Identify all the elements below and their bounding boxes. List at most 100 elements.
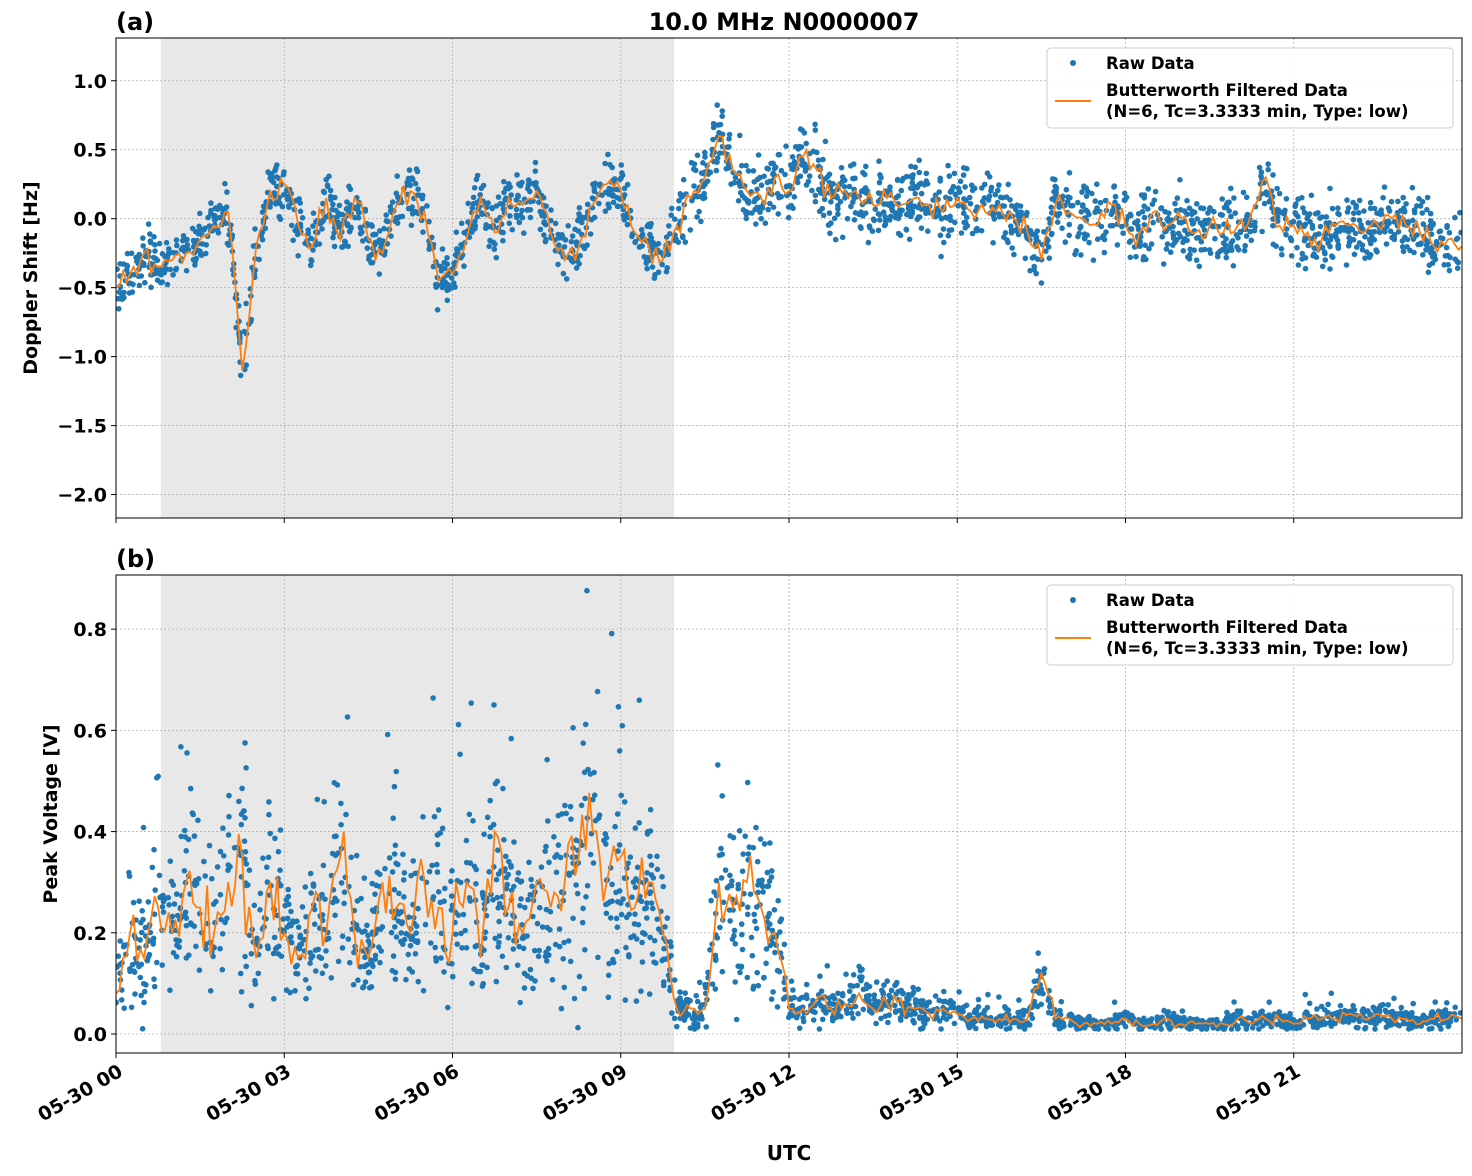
raw-data-point (816, 1026, 823, 1032)
raw-data-point (486, 243, 493, 250)
raw-data-point (755, 152, 762, 158)
raw-data-point (168, 878, 175, 885)
raw-data-point (335, 958, 342, 965)
raw-data-point (797, 126, 804, 132)
raw-data-point (509, 226, 515, 233)
raw-data-point (319, 891, 325, 898)
raw-data-point (331, 833, 338, 840)
raw-data-point (745, 200, 752, 206)
raw-data-point (967, 200, 974, 207)
raw-data-point (448, 907, 455, 913)
raw-data-point (438, 930, 445, 937)
raw-data-point (398, 938, 404, 945)
raw-data-point (1034, 228, 1041, 234)
raw-data-point (120, 295, 126, 302)
raw-data-point (1401, 209, 1408, 215)
x-tick-label: 05-30 09 (539, 1060, 631, 1126)
raw-data-point (561, 984, 568, 991)
raw-data-point (1085, 1015, 1091, 1021)
raw-data-point (223, 204, 230, 210)
raw-data-point (1312, 211, 1319, 217)
raw-data-point (158, 893, 164, 900)
raw-data-point (382, 865, 388, 872)
raw-data-point (159, 962, 165, 968)
raw-data-point (1345, 229, 1352, 235)
raw-data-point (950, 1000, 956, 1006)
raw-data-point (816, 1000, 822, 1006)
raw-data-point (902, 1000, 908, 1007)
raw-data-point (831, 995, 838, 1002)
panel-label: (a) (116, 8, 154, 36)
raw-data-point (283, 987, 290, 993)
raw-data-point (137, 937, 143, 943)
raw-data-point (628, 934, 634, 941)
raw-data-point (1352, 230, 1359, 237)
raw-data-point (319, 226, 325, 232)
raw-data-point (1319, 1021, 1325, 1028)
raw-data-point (991, 216, 998, 222)
raw-data-point (1325, 240, 1331, 246)
raw-data-point (1223, 254, 1230, 261)
raw-data-point (393, 190, 400, 197)
raw-data-point (1381, 184, 1388, 190)
raw-data-point (236, 798, 242, 805)
raw-data-point (892, 1002, 898, 1009)
raw-data-point (161, 269, 168, 276)
raw-data-point (331, 230, 337, 236)
raw-data-point (521, 985, 528, 991)
raw-data-point (909, 210, 915, 217)
raw-data-point (732, 979, 738, 985)
raw-data-point (248, 1002, 255, 1009)
raw-data-point (220, 825, 226, 831)
raw-data-point (963, 214, 970, 221)
raw-data-point (737, 969, 743, 976)
raw-data-point (1314, 1024, 1320, 1031)
raw-data-point (632, 884, 639, 891)
raw-data-point (790, 987, 796, 993)
raw-data-point (487, 237, 493, 244)
raw-data-point (364, 245, 371, 251)
raw-data-point (945, 232, 952, 239)
raw-data-point (362, 206, 369, 213)
raw-data-point (1114, 1026, 1120, 1032)
raw-data-point (452, 931, 459, 937)
raw-data-point (165, 894, 172, 901)
raw-data-point (1356, 217, 1363, 224)
raw-data-point (1252, 223, 1258, 230)
raw-data-point (1383, 1024, 1390, 1030)
raw-data-point (832, 236, 839, 243)
raw-data-point (1256, 164, 1263, 171)
raw-data-point (1365, 1008, 1371, 1014)
raw-data-point (668, 952, 674, 959)
raw-data-point (1201, 227, 1208, 233)
raw-data-point (1054, 1022, 1061, 1028)
raw-data-point (759, 205, 766, 211)
raw-data-point (945, 162, 951, 169)
raw-data-point (444, 254, 450, 261)
raw-data-point (691, 1021, 697, 1027)
raw-data-point (831, 215, 838, 222)
raw-data-point (463, 859, 470, 866)
raw-data-point (1139, 208, 1146, 215)
raw-data-point (596, 182, 603, 189)
raw-data-point (581, 769, 588, 776)
raw-data-point (835, 211, 841, 217)
raw-data-point (1009, 245, 1015, 251)
raw-data-point (190, 256, 197, 263)
raw-data-point (693, 992, 699, 999)
raw-data-point (494, 778, 501, 785)
raw-data-point (775, 897, 781, 904)
raw-data-point (668, 943, 674, 950)
raw-data-point (576, 211, 582, 217)
raw-data-point (549, 977, 556, 983)
raw-data-point (500, 237, 506, 244)
raw-data-point (1016, 217, 1023, 224)
raw-data-point (857, 224, 864, 230)
raw-data-point (308, 890, 314, 896)
raw-data-point (501, 178, 507, 185)
raw-data-point (415, 978, 422, 985)
raw-data-point (1145, 1020, 1151, 1026)
raw-data-point (659, 874, 665, 880)
raw-data-point (1231, 195, 1237, 201)
raw-data-point (151, 234, 157, 240)
